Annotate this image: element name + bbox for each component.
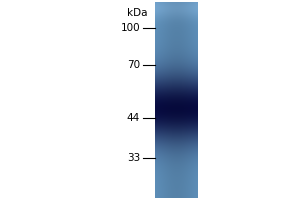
Text: 100: 100 (120, 23, 140, 33)
Text: 70: 70 (127, 60, 140, 70)
Text: 44: 44 (127, 113, 140, 123)
Text: 33: 33 (127, 153, 140, 163)
Text: kDa: kDa (128, 8, 148, 18)
